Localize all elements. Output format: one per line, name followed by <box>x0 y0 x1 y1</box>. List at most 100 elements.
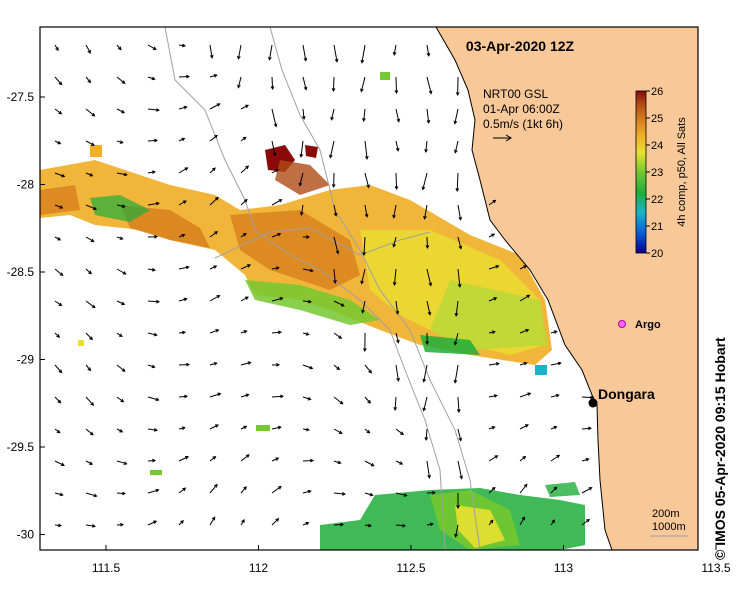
current-arrow-head <box>459 475 464 480</box>
current-arrow-head <box>557 361 562 366</box>
current-arrow <box>209 456 216 462</box>
current-arrow-head <box>184 167 189 171</box>
current-arrow <box>364 396 371 404</box>
current-arrow-head <box>527 392 532 396</box>
current-arrow <box>209 484 218 494</box>
current-arrow-head <box>299 153 304 158</box>
current-arrow-head <box>429 522 434 527</box>
current-arrow-head <box>364 213 369 218</box>
current-arrow-head <box>305 332 310 336</box>
current-arrow-head <box>277 485 282 490</box>
current-arrow-head <box>339 400 344 405</box>
current-arrow <box>426 300 431 315</box>
current-arrow-head <box>215 424 219 428</box>
current-arrow <box>332 76 335 92</box>
current-arrow <box>147 268 155 271</box>
y-tick-label: -27.5 <box>7 90 35 104</box>
current-arrow-head <box>151 170 156 175</box>
current-arrow-head <box>121 301 126 306</box>
current-arrow <box>395 460 403 465</box>
current-arrow-head <box>244 296 249 300</box>
current-arrow <box>393 204 397 218</box>
current-arrow <box>147 520 157 526</box>
current-arrow <box>393 44 397 55</box>
current-arrow-head <box>458 216 463 221</box>
current-arrow <box>178 200 187 206</box>
current-arrow-head <box>117 46 122 51</box>
current-arrow-head <box>362 252 366 257</box>
current-arrow-head <box>247 361 252 365</box>
current-arrow <box>425 140 428 152</box>
current-arrow-head <box>119 236 124 240</box>
current-arrow <box>333 492 345 495</box>
current-arrow-head <box>495 264 500 269</box>
current-arrow-head <box>422 378 427 383</box>
current-arrow-head <box>152 458 157 463</box>
current-arrow <box>271 233 281 238</box>
current-arrow <box>581 427 592 430</box>
current-arrow-head <box>123 461 128 465</box>
current-arrow <box>85 332 93 340</box>
current-arrow-head <box>59 492 64 497</box>
current-arrow-head <box>553 425 558 430</box>
current-arrow <box>519 362 527 366</box>
current-arrow-head <box>329 154 333 159</box>
current-arrow-head <box>585 457 590 462</box>
current-arrow <box>581 396 594 399</box>
current-arrow-head <box>396 118 401 123</box>
current-arrow <box>209 295 220 302</box>
current-arrow <box>426 108 430 123</box>
current-arrow-head <box>306 235 311 239</box>
current-arrow <box>116 172 127 176</box>
current-arrow <box>271 108 277 127</box>
current-arrow-head <box>523 483 528 488</box>
current-arrow-head <box>458 245 463 250</box>
current-arrow-head <box>181 330 186 335</box>
colorbar: 26 25 24 23 22 21 20 4h comp, p50, All Sats <box>635 86 688 260</box>
current-arrow <box>363 108 366 121</box>
current-arrow <box>333 268 336 283</box>
current-arrow <box>85 428 94 436</box>
current-arrows <box>54 43 595 538</box>
current-arrow-head <box>151 76 156 81</box>
current-arrow-head <box>369 492 374 497</box>
current-arrow-head <box>456 505 460 510</box>
current-arrow-head <box>272 152 277 157</box>
legend-line: 01-Apr 06:00Z <box>483 102 560 116</box>
current-arrow-head <box>491 330 496 335</box>
current-arrow <box>395 140 399 151</box>
current-arrow <box>147 139 158 142</box>
current-arrow-head <box>491 426 496 430</box>
current-arrow-head <box>181 137 186 142</box>
current-arrow-head <box>426 52 431 57</box>
current-arrow-head <box>335 250 340 255</box>
current-arrow-head <box>119 140 124 144</box>
x-tick-label: 113.5 <box>701 561 730 575</box>
current-arrow-head <box>273 123 278 128</box>
current-arrow <box>455 524 459 537</box>
current-arrow <box>581 519 590 526</box>
current-arrow-head <box>57 237 62 241</box>
current-arrow <box>209 265 217 270</box>
current-arrow <box>209 135 218 142</box>
current-arrow <box>147 332 157 336</box>
current-arrow <box>147 459 156 462</box>
current-arrow <box>395 524 406 527</box>
current-arrow <box>178 266 189 270</box>
current-arrow-head <box>338 430 343 434</box>
current-arrow <box>147 428 157 431</box>
current-arrow <box>333 396 344 405</box>
current-arrow <box>395 428 404 435</box>
current-arrow-head <box>216 103 221 107</box>
current-arrow-head <box>588 487 593 491</box>
current-arrow-head <box>280 394 285 399</box>
y-tick-label: -29 <box>17 353 35 367</box>
current-arrow-head <box>214 483 218 488</box>
current-arrow <box>364 460 375 467</box>
current-arrow-head <box>155 397 160 402</box>
current-arrow-head <box>331 184 336 189</box>
current-arrow-head <box>333 212 338 217</box>
current-arrow <box>581 487 592 494</box>
current-arrow-head <box>426 119 431 124</box>
current-arrow <box>333 460 341 464</box>
